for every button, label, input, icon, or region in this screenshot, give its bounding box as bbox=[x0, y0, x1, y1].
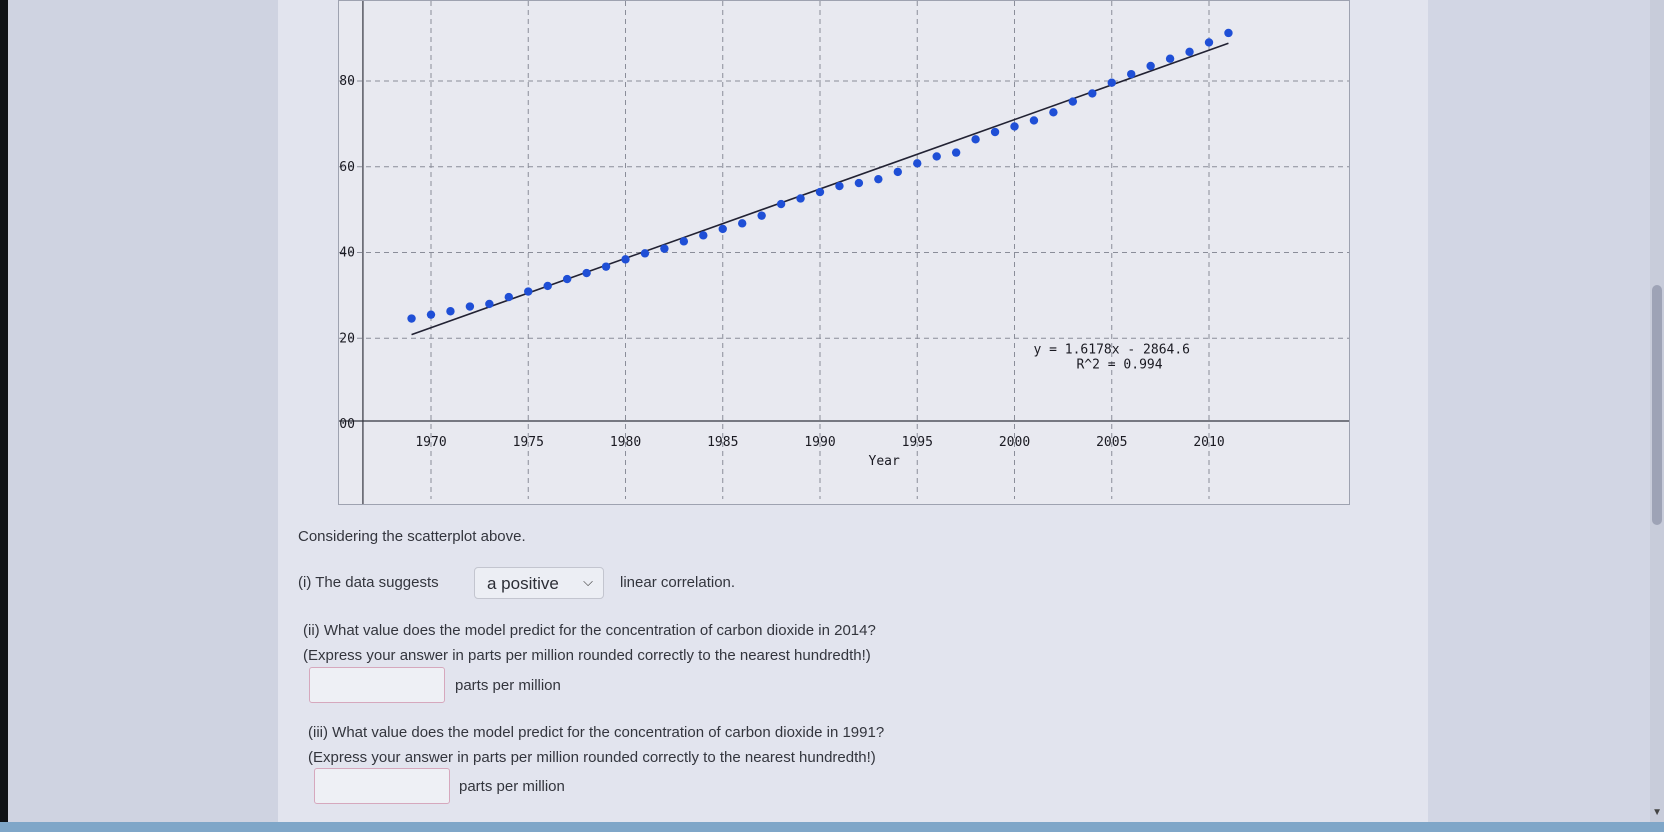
taskbar bbox=[0, 822, 1664, 832]
data-point bbox=[1068, 97, 1078, 106]
right-margin bbox=[1428, 0, 1664, 822]
data-point bbox=[874, 174, 883, 184]
data-point bbox=[660, 244, 669, 253]
data-point bbox=[932, 152, 941, 161]
q3-units: parts per million bbox=[459, 778, 565, 795]
data-point bbox=[1049, 108, 1058, 117]
data-point bbox=[407, 314, 416, 323]
data-point bbox=[1088, 89, 1097, 98]
x-tick-label: 1985 bbox=[707, 435, 738, 450]
y-tick-label: 320 bbox=[339, 331, 355, 346]
data-point bbox=[835, 181, 844, 191]
r-squared-label: R^2 = 0.994 bbox=[1076, 357, 1162, 372]
data-point bbox=[913, 159, 922, 168]
q3-text-line2: (Express your answer in parts per millio… bbox=[308, 749, 876, 766]
data-point bbox=[699, 231, 708, 240]
y-tick-label: 380 bbox=[339, 74, 355, 89]
data-point bbox=[640, 249, 650, 258]
data-point bbox=[601, 262, 611, 271]
data-point bbox=[562, 274, 572, 284]
x-axis-title: Year bbox=[869, 454, 900, 469]
x-tick-label: 2000 bbox=[999, 435, 1030, 450]
data-point bbox=[757, 211, 766, 220]
scatterplot-chart: 300 320 340 360 380 1970 1975 1980 1985 1990 1995 2… bbox=[338, 0, 1350, 505]
data-point bbox=[796, 194, 805, 203]
data-point bbox=[524, 287, 533, 296]
vertical-scrollbar[interactable]: ▼ bbox=[1650, 0, 1664, 822]
x-tick-label: 1990 bbox=[804, 435, 835, 450]
q3-answer-input[interactable] bbox=[314, 768, 450, 804]
q2-answer-input[interactable] bbox=[309, 667, 445, 703]
data-point bbox=[815, 187, 825, 197]
data-point bbox=[679, 237, 689, 246]
x-tick-label: 1980 bbox=[610, 435, 641, 450]
data-point bbox=[971, 135, 980, 144]
data-point bbox=[854, 178, 864, 188]
chart-svg: 300 320 340 360 380 1970 1975 1980 1985 1990 1995 2… bbox=[339, 1, 1349, 504]
y-tick-label: 360 bbox=[339, 160, 355, 175]
x-tick-label: 1995 bbox=[902, 435, 933, 450]
data-point bbox=[990, 127, 1000, 137]
chevron-down-icon: ⌵ bbox=[583, 574, 593, 589]
data-point bbox=[543, 281, 552, 291]
data-point bbox=[1146, 61, 1155, 71]
y-tick-label: 300 bbox=[339, 417, 355, 432]
correlation-select-value: a positive bbox=[487, 574, 559, 593]
data-point bbox=[1204, 38, 1214, 47]
q1-suffix: linear correlation. bbox=[620, 574, 736, 591]
q2-text-line1: (ii) What value does the model predict f… bbox=[303, 622, 876, 639]
x-tick-label: 2005 bbox=[1096, 435, 1127, 450]
scroll-thumb[interactable] bbox=[1652, 285, 1662, 525]
left-margin bbox=[8, 0, 278, 822]
data-point bbox=[1185, 47, 1194, 57]
data-point bbox=[465, 302, 475, 311]
data-point bbox=[951, 148, 961, 157]
data-point bbox=[426, 310, 436, 319]
data-point bbox=[504, 292, 513, 302]
data-point bbox=[1165, 54, 1175, 63]
scroll-down-arrow-icon[interactable]: ▼ bbox=[1652, 807, 1662, 818]
data-point bbox=[582, 268, 591, 278]
data-point bbox=[893, 167, 902, 177]
x-tick-label: 1975 bbox=[513, 435, 544, 450]
x-tick-label: 1970 bbox=[415, 435, 446, 450]
q1-prefix: (i) The data suggests bbox=[298, 574, 439, 591]
data-point bbox=[1107, 78, 1116, 87]
screen: 300 320 340 360 380 1970 1975 1980 1985 1990 1995 2… bbox=[8, 0, 1664, 822]
intro-text: Considering the scatterplot above. bbox=[298, 528, 526, 545]
data-point bbox=[1029, 116, 1039, 125]
data-point bbox=[776, 199, 786, 209]
data-point bbox=[485, 299, 494, 309]
data-point bbox=[621, 255, 630, 264]
data-point bbox=[1127, 69, 1136, 79]
data-point bbox=[1010, 122, 1019, 131]
data-point bbox=[718, 224, 727, 234]
correlation-select[interactable]: a positive ⌵ bbox=[474, 567, 604, 599]
y-tick-label: 340 bbox=[339, 246, 355, 261]
q2-text-line2: (Express your answer in parts per millio… bbox=[303, 647, 871, 664]
data-point bbox=[446, 307, 455, 316]
data-point bbox=[738, 219, 747, 228]
data-point bbox=[1224, 28, 1233, 38]
q2-units: parts per million bbox=[455, 677, 561, 694]
trendline-equation: y = 1.6178x - 2864.6 bbox=[1033, 342, 1190, 357]
content-panel: 300 320 340 360 380 1970 1975 1980 1985 1990 1995 2… bbox=[278, 0, 1428, 822]
x-tick-label: 2010 bbox=[1193, 435, 1224, 450]
q3-text-line1: (iii) What value does the model predict … bbox=[308, 724, 885, 741]
